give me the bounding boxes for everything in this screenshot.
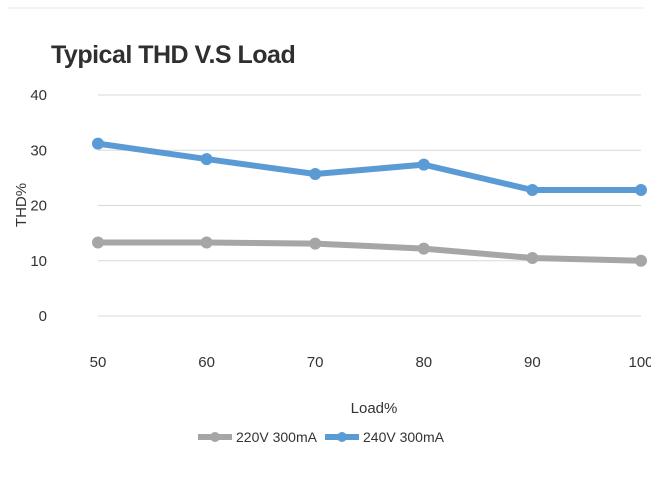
data-point: [417, 242, 430, 255]
data-point: [526, 251, 539, 264]
x-tick-label: 100: [628, 354, 651, 371]
y-tick-label: 40: [30, 87, 47, 104]
y-tick-label: 30: [30, 142, 47, 159]
x-tick-label: 90: [524, 354, 541, 371]
data-point: [417, 158, 430, 171]
y-tick-label: 10: [30, 253, 47, 270]
series-lines: [92, 137, 647, 267]
legend-label: 240V 300mA: [363, 429, 445, 445]
data-point: [200, 236, 213, 249]
series-1: [92, 236, 647, 267]
legend: 220V 300mA 240V 300mA: [198, 429, 445, 445]
x-tick-label: 60: [198, 354, 215, 371]
x-tick-label: 80: [415, 354, 432, 371]
legend-item: 240V 300mA: [325, 429, 445, 445]
y-tick-label: 0: [39, 308, 47, 325]
data-point: [635, 254, 647, 267]
y-axis-label: THD%: [13, 183, 30, 227]
chart-title: Typical THD V.S Load: [51, 41, 295, 69]
series-line: [95, 140, 644, 194]
series-line: [95, 239, 644, 264]
y-axis-ticks: 0 10 20 30 40: [30, 87, 47, 325]
x-axis-label: Load%: [351, 400, 398, 417]
data-point: [635, 184, 647, 197]
series-2: [92, 137, 647, 197]
data-point: [309, 168, 322, 181]
y-tick-label: 20: [30, 198, 47, 215]
data-point: [309, 237, 322, 250]
data-point: [526, 184, 539, 197]
legend-label: 220V 300mA: [236, 429, 318, 445]
legend-item: 220V 300mA: [198, 429, 318, 445]
x-axis-ticks: 50 60 70 80 90 100: [90, 354, 651, 371]
x-tick-label: 50: [90, 354, 107, 371]
data-point: [92, 236, 104, 249]
data-point: [200, 153, 213, 166]
legend-swatch-marker: [210, 432, 220, 442]
x-tick-label: 70: [307, 354, 324, 371]
data-point: [92, 137, 104, 150]
legend-swatch-marker: [337, 432, 347, 442]
